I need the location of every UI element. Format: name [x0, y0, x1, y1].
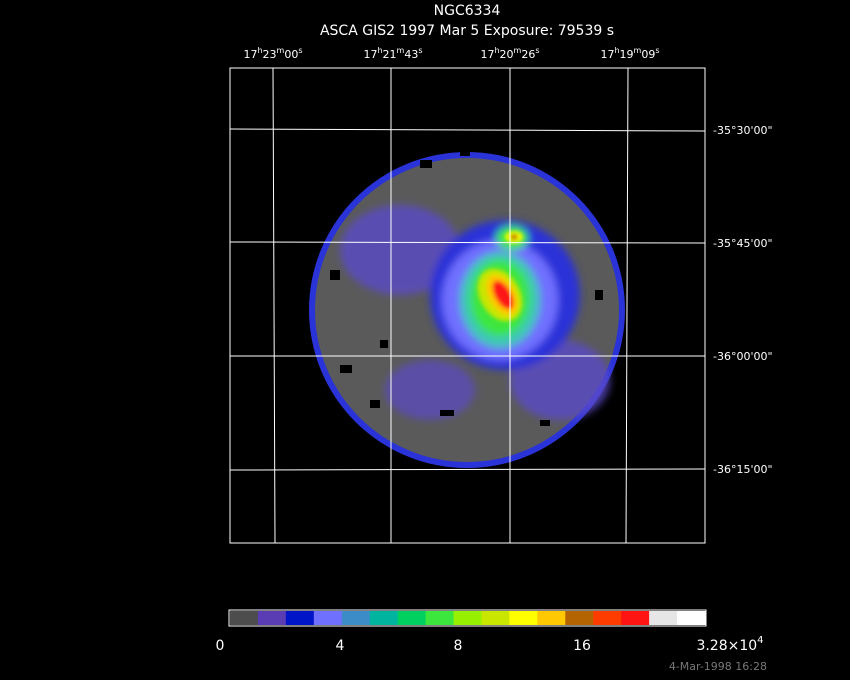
colorbar-segment	[649, 611, 678, 625]
colorbar-segment	[593, 611, 622, 625]
ra-value: 21	[383, 48, 397, 61]
colorbar-segment	[509, 611, 538, 625]
colorbar-segment	[369, 611, 399, 625]
dec-grid-line	[229, 468, 706, 471]
ra-unit: s	[535, 46, 539, 55]
ra-value: 00	[284, 48, 298, 61]
ra-unit: h	[377, 46, 382, 55]
ra-label: 17h19m09s	[600, 46, 659, 61]
colorbar-segment	[425, 611, 455, 625]
colorbar-segment	[230, 611, 259, 625]
mantissa: 3.28×10	[696, 638, 757, 654]
ra-label: 17h21m43s	[363, 46, 422, 61]
ra-value: 26	[521, 48, 535, 61]
subtitle: ASCA GIS2 1997 Mar 5 Exposure: 79539 s	[320, 23, 614, 39]
ra-value: 20	[500, 48, 514, 61]
dec-label: -36°00'00"	[713, 350, 773, 363]
colorbar-segment	[537, 611, 566, 625]
colorbar-segment	[285, 611, 315, 625]
colorbar-segment	[257, 611, 287, 625]
colorbar-label: 0	[216, 638, 225, 654]
ra-unit: h	[614, 46, 619, 55]
colorbar-segment	[453, 611, 482, 625]
timestamp: 4-Mar-1998 16:28	[669, 660, 767, 673]
ra-unit: s	[418, 46, 422, 55]
ra-unit: m	[277, 46, 285, 55]
dec-label: -35°30'00"	[713, 124, 773, 137]
colorbar-segment	[313, 611, 343, 625]
colorbar-max-label: 3.28×104	[696, 635, 763, 654]
colorbar-segment	[677, 611, 706, 625]
ra-unit: s	[298, 46, 302, 55]
ra-value: 17	[243, 48, 257, 61]
ra-grid-line	[625, 67, 629, 544]
ra-unit: m	[634, 46, 642, 55]
colorbar-segment	[621, 611, 650, 625]
ra-value: 17	[600, 48, 614, 61]
xray-image	[309, 150, 625, 468]
ra-unit: m	[514, 46, 522, 55]
colorbar-label: 8	[454, 638, 463, 654]
colorbar-segment	[565, 611, 594, 625]
dec-grid-line	[229, 241, 706, 244]
ra-value: 23	[263, 48, 277, 61]
ra-unit: h	[257, 46, 262, 55]
dec-label: -35°45'00"	[713, 237, 773, 250]
colorbar-label: 16	[573, 638, 591, 654]
dec-label: -36°15'00"	[713, 463, 773, 476]
ra-value: 17	[480, 48, 494, 61]
ra-value: 17	[363, 48, 377, 61]
colorbar-label: 4	[336, 638, 345, 654]
ra-unit: s	[655, 46, 659, 55]
colorbar-segment	[341, 611, 371, 625]
ra-label: 17h20m26s	[480, 46, 539, 61]
coordinate-grid	[229, 67, 706, 544]
low-count-patches	[330, 150, 603, 426]
exponent: 4	[757, 635, 763, 646]
frame	[229, 67, 706, 544]
ra-value: 43	[404, 48, 418, 61]
colorbar-segment	[481, 611, 510, 625]
ra-label: 17h23m00s	[243, 46, 302, 61]
colorbar-frame	[228, 609, 707, 627]
ra-value: 09	[641, 48, 655, 61]
ra-unit: h	[494, 46, 499, 55]
ra-unit: m	[397, 46, 405, 55]
dec-grid-line	[229, 128, 706, 132]
ra-grid-line	[272, 67, 276, 544]
ra-value: 19	[620, 48, 634, 61]
title: NGC6334	[434, 3, 501, 19]
colorbar-segment	[397, 611, 427, 625]
